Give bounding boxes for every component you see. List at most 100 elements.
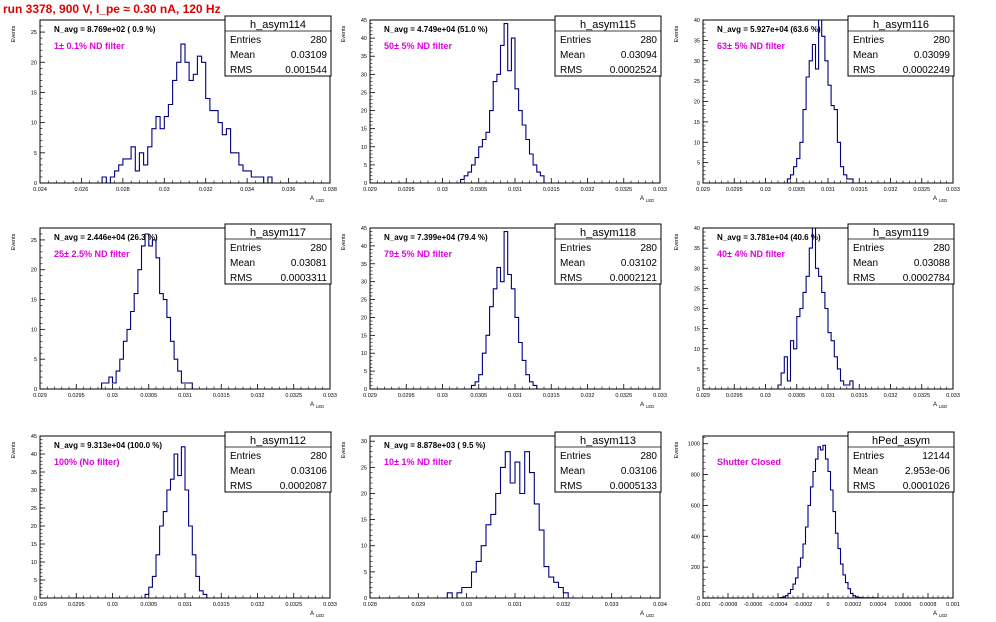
stats-label-entries: Entries [230,243,261,254]
stats-label-mean: Mean [230,466,255,477]
y-tick-label: 35 [694,38,700,44]
x-axis-title: A LED [310,611,324,618]
y-axis-title: Events [341,233,347,250]
y-tick-label: 20 [361,315,367,321]
stats-value-rms: 0.0001026 [903,481,951,492]
stats-box: h_asym114 Entries 280 Mean 0.03109 RMS 0.00154… [224,15,332,77]
stats-box: h_asym117 Entries 280 Mean 0.03081 RMS 0.00033… [224,223,332,285]
y-tick-label: 5 [34,151,37,157]
y-axis-title: Events [674,25,680,42]
x-tick-label: 0.03 [107,602,118,608]
y-tick-label: 0 [364,181,367,187]
x-tick-label: 0.038 [323,187,337,193]
y-tick-label: 0 [34,596,37,602]
x-tick-label: 0.031 [821,187,835,193]
x-tick-label: 0.0325 [285,393,302,399]
x-tick-label: 0.036 [282,187,296,193]
y-tick-label: 30 [361,72,367,78]
y-tick-label: 0 [697,387,700,393]
y-tick-label: 10 [694,347,700,353]
y-tick-label: 20 [694,307,700,313]
y-tick-label: 25 [361,465,367,471]
x-tick-label: 0.0295 [726,187,743,193]
y-tick-label: 10 [361,351,367,357]
x-tick-label: -0.001 [695,602,711,608]
stats-value-rms: 0.0005133 [610,481,658,492]
stats-value-rms: 0.0002087 [280,481,328,492]
stats-label-entries: Entries [560,35,591,46]
x-tick-label: 0.0315 [213,602,230,608]
stats-label-rms: RMS [230,65,253,76]
y-tick-label: 15 [31,90,37,96]
y-tick-label: 10 [361,544,367,550]
y-tick-label: 25 [31,238,37,244]
x-tick-label: 0.034 [240,187,254,193]
y-tick-label: 45 [361,226,367,232]
x-tick-label: 0.0004 [870,602,887,608]
stats-value-rms: 0.001544 [285,65,327,76]
y-tick-label: 35 [31,470,37,476]
y-tick-label: 15 [361,333,367,339]
x-tick-label: 0.0325 [285,602,302,608]
x-tick-label: 0.028 [116,187,130,193]
y-axis-title: Events [11,441,17,458]
x-tick-label: 0.029 [411,602,425,608]
histogram-panel-h_asym112: 0.029 0.0295 0.03 0.0305 0.031 0.0315 0.032 0.0… [11,431,337,618]
stats-label-mean: Mean [560,50,585,61]
stats-label-mean: Mean [853,258,878,269]
stats-value-mean: 0.03106 [291,466,328,477]
filter-annotation: 79± 5% ND filter [384,249,452,259]
y-tick-label: 40 [694,18,700,24]
y-tick-label: 20 [31,268,37,274]
x-tick-label: 0.0325 [913,393,930,399]
x-tick-label: 0.0315 [543,393,560,399]
x-tick-label: 0.0305 [788,393,805,399]
stats-value-mean: 2.953e-06 [905,466,950,477]
x-tick-label: 0.0305 [140,393,157,399]
x-axis-title-sub: LED [646,613,654,618]
histogram-panel-h_asym113: 0.028 0.029 0.03 0.031 0.032 0.033 0.034 0 5 10 15… [341,431,667,618]
y-tick-label: 30 [694,59,700,65]
y-tick-label: 25 [694,79,700,85]
stats-label-mean: Mean [853,50,878,61]
x-tick-label: 0.033 [946,393,960,399]
x-tick-label: 0.032 [251,602,265,608]
y-tick-label: 25 [361,90,367,96]
x-tick-label: 0.0295 [398,393,415,399]
x-tick-label: 0.0008 [920,602,937,608]
y-tick-label: 5 [697,161,700,167]
x-tick-label: 0.029 [696,393,710,399]
histogram-panel-h_asym118: 0.029 0.0295 0.03 0.0305 0.031 0.0315 0.032 0.0… [341,223,667,409]
histogram-line [777,444,879,599]
filter-annotation: Shutter Closed [717,457,781,467]
stats-box: h_asym118 Entries 280 Mean 0.03102 RMS 0.00021… [554,223,662,285]
y-tick-label: 10 [694,140,700,146]
x-tick-label: 0.0315 [851,393,868,399]
stats-value-entries: 280 [640,451,657,462]
histogram-panel-h_asym117: 0.029 0.0295 0.03 0.0305 0.031 0.0315 0.032 0.0… [11,223,337,409]
x-tick-label: 0.03 [159,187,170,193]
x-axis-title-main: A [310,611,314,617]
y-tick-label: 25 [31,506,37,512]
histogram-name: h_asym112 [250,435,306,447]
y-tick-label: 35 [361,54,367,60]
navg-annotation: N_avg = 8.769e+02 ( 0.9 %) [54,25,156,34]
x-tick-label: 0.03 [461,602,472,608]
x-axis-title-sub: LED [939,404,947,409]
x-axis-title-main: A [310,196,314,202]
y-tick-label: 0 [364,596,367,602]
histogram-name: hPed_asym [872,435,930,447]
stats-box: h_asym116 Entries 280 Mean 0.03099 RMS 0.00022… [847,15,955,77]
filter-annotation: 50± 5% ND filter [384,41,452,51]
x-tick-label: 0.0325 [913,187,930,193]
y-tick-label: 20 [361,491,367,497]
x-tick-label: 0.026 [75,187,89,193]
stats-box: h_asym112 Entries 280 Mean 0.03106 RMS 0.00020… [224,431,332,493]
x-tick-label: 0.0305 [470,393,487,399]
y-tick-label: 0 [34,181,37,187]
x-tick-label: 0.0305 [470,187,487,193]
histogram-line [460,23,545,183]
x-tick-label: 0.029 [363,393,377,399]
stats-label-mean: Mean [230,258,255,269]
histogram-name: h_asym117 [250,227,306,239]
